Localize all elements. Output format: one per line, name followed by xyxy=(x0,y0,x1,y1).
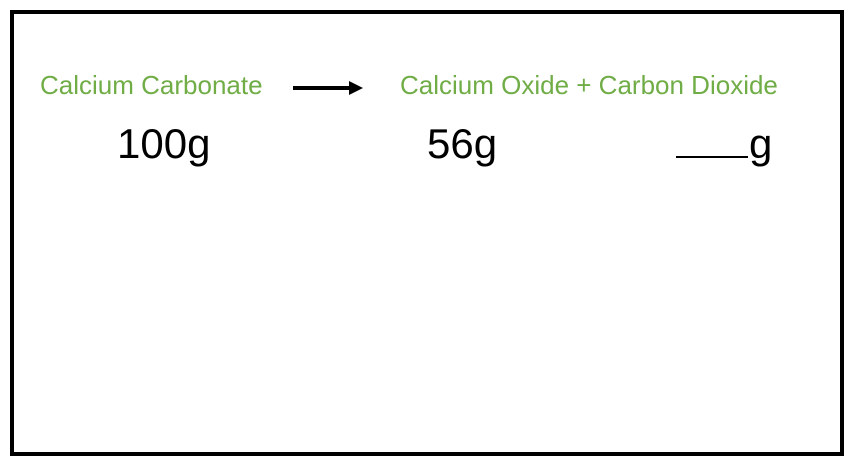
carbon-dioxide-mass: g xyxy=(676,120,772,168)
calcium-oxide-mass: 56g xyxy=(427,120,498,167)
products-label: Calcium Oxide + Carbon Dioxide xyxy=(400,70,778,100)
answer-blank xyxy=(676,156,748,158)
diagram-frame xyxy=(10,10,844,456)
reactant-label: Calcium Carbonate xyxy=(40,70,263,100)
right-arrow-icon xyxy=(293,81,363,95)
carbon-dioxide-unit: g xyxy=(749,120,773,167)
calcium-carbonate-mass: 100g xyxy=(117,120,211,167)
